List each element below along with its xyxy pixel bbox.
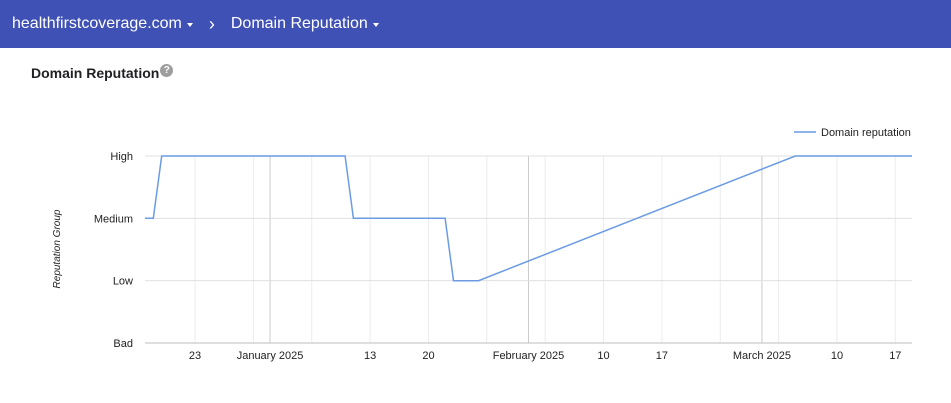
x-tick-label: 17 [656,350,668,362]
help-icon[interactable]: ? [160,63,174,77]
breadcrumb-chevron-icon: › [208,14,215,34]
panel-title: Domain Reputation ? [31,63,174,81]
domain-selector[interactable]: healthfirstcoverage.com [12,15,193,33]
dropdown-caret-icon [186,23,193,27]
y-tick-label: Low [113,276,133,288]
y-axis-title: Reputation Group [52,209,63,288]
report-selector-label: Domain Reputation [230,15,368,32]
x-tick-label: 20 [422,350,434,362]
domain-selector-label: healthfirstcoverage.com [12,15,182,32]
x-tick-label: 13 [364,350,376,362]
x-tick-label: March 2025 [733,350,791,362]
panel-title-text: Domain Reputation [31,65,160,81]
series-line [145,155,912,282]
top-navigation-bar: healthfirstcoverage.com › Domain Reputat… [0,0,951,48]
x-tick-label: January 2025 [237,350,304,362]
x-tick-label: 23 [189,350,201,362]
x-tick-label: February 2025 [493,350,565,362]
x-tick-label: 10 [831,350,843,362]
x-tick-label: 10 [597,350,609,362]
y-tick-label: High [110,151,133,163]
y-tick-label: Bad [113,338,133,350]
legend-label: Domain reputation [821,127,911,139]
x-tick-label: 17 [889,350,901,362]
y-tick-label: Medium [94,213,133,225]
dropdown-caret-icon [372,23,379,27]
report-selector[interactable]: Domain Reputation [231,15,379,33]
